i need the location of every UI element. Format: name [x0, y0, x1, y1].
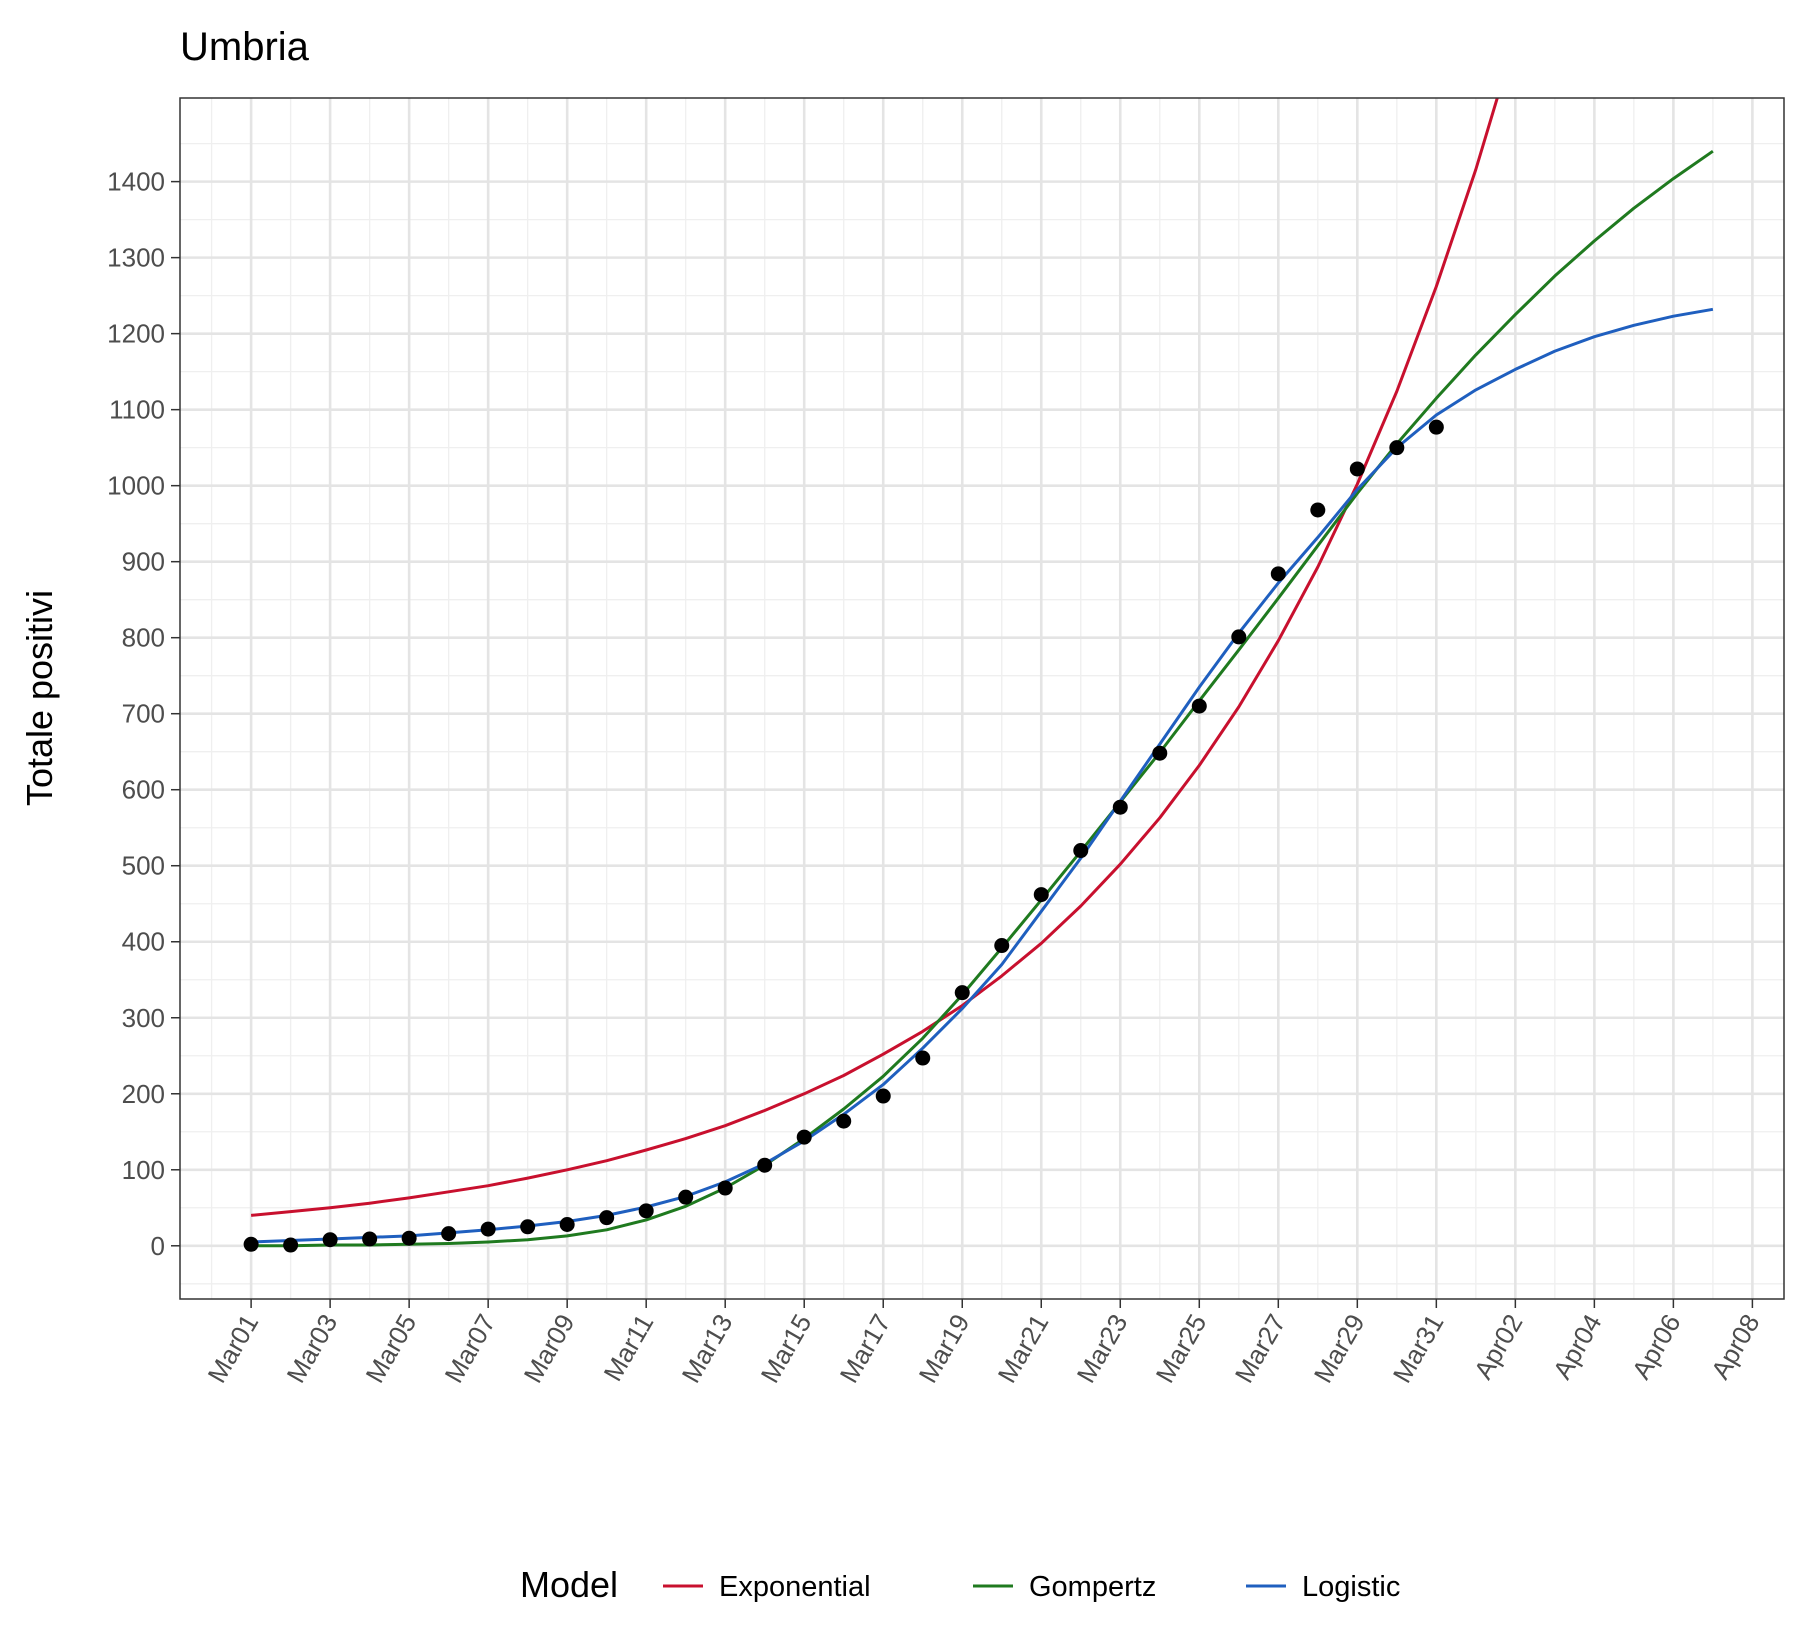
x-tick-label: Apr06	[1626, 1309, 1687, 1384]
chart-title: Umbria	[180, 25, 310, 69]
y-axis: 0 100 200 300 400 500 600 700 800 900 1000 1100 1200…	[107, 167, 180, 1261]
observed-point	[638, 1203, 654, 1219]
y-tick-label: 1400	[107, 167, 165, 197]
observed-point	[1231, 629, 1247, 645]
y-tick-label: 400	[122, 927, 165, 957]
observed-point	[362, 1231, 378, 1247]
observed-point	[1033, 887, 1049, 903]
x-tick-label: Mar05	[360, 1309, 423, 1388]
observed-point	[1073, 843, 1089, 859]
plot-panel-border	[179, 97, 1785, 1300]
legend-label-exponential: Exponential	[719, 1571, 871, 1603]
y-tick-label: 800	[122, 623, 165, 653]
x-tick-label: Mar31	[1387, 1309, 1450, 1388]
x-tick-label: Apr04	[1547, 1309, 1608, 1384]
x-axis: Mar01 Mar03 Mar05 Mar07 Mar09 Mar11 Mar13 Mar15…	[201, 1299, 1766, 1388]
x-tick-label: Mar07	[439, 1309, 502, 1388]
observed-point	[1191, 698, 1207, 714]
observed-point	[401, 1230, 417, 1246]
x-tick-label: Mar01	[201, 1309, 264, 1388]
observed-point	[1270, 566, 1286, 582]
legend-label-gompertz: Gompertz	[1029, 1571, 1156, 1603]
y-tick-label: 600	[122, 775, 165, 805]
y-tick-label: 1300	[107, 243, 165, 273]
observed-points	[243, 419, 1444, 1253]
y-tick-label: 1100	[109, 395, 165, 425]
x-tick-label: Mar19	[913, 1309, 976, 1388]
x-tick-label: Mar09	[518, 1309, 581, 1388]
x-tick-label: Mar11	[598, 1309, 660, 1386]
observed-point	[441, 1226, 457, 1242]
x-tick-label: Mar03	[280, 1309, 343, 1388]
observed-point	[994, 938, 1010, 954]
observed-point	[915, 1050, 931, 1066]
y-tick-label: 500	[122, 851, 165, 881]
y-tick-label: 300	[122, 1003, 165, 1033]
x-tick-label: Apr02	[1468, 1309, 1529, 1384]
legend-label-logistic: Logistic	[1302, 1571, 1400, 1603]
major-gridlines	[180, 98, 1784, 1299]
observed-point	[1428, 419, 1444, 435]
observed-point	[243, 1236, 259, 1252]
x-tick-label: Mar21	[992, 1309, 1055, 1388]
observed-point	[757, 1157, 773, 1173]
observed-point	[796, 1129, 812, 1145]
series-line-gompertz	[251, 149, 1714, 1248]
x-tick-label: Mar27	[1229, 1309, 1292, 1388]
y-tick-label: 200	[122, 1079, 165, 1109]
observed-point	[599, 1210, 615, 1226]
y-tick-label: 900	[122, 547, 165, 577]
observed-point	[836, 1113, 852, 1129]
observed-point	[954, 985, 970, 1001]
y-tick-label: 0	[151, 1231, 165, 1261]
observed-point	[322, 1232, 338, 1248]
observed-point	[1389, 440, 1405, 456]
y-tick-label: 100	[122, 1155, 165, 1185]
x-tick-label: Mar25	[1150, 1309, 1213, 1388]
observed-point	[520, 1219, 536, 1235]
observed-point	[875, 1088, 891, 1104]
x-tick-label: Apr08	[1705, 1309, 1766, 1384]
x-tick-label: Mar29	[1308, 1309, 1371, 1388]
x-tick-label: Mar17	[834, 1309, 897, 1388]
y-axis-label: Totale positivi	[19, 590, 60, 806]
x-tick-label: Mar23	[1071, 1309, 1134, 1388]
observed-point	[1310, 502, 1326, 518]
observed-point	[1152, 745, 1168, 761]
observed-point	[559, 1217, 575, 1233]
y-tick-label: 1000	[107, 471, 165, 501]
x-tick-label: Mar13	[676, 1309, 739, 1388]
legend-title: Model	[520, 1564, 618, 1605]
series-line-exponential	[250, 98, 1499, 1217]
observed-point	[1349, 461, 1365, 477]
observed-point	[717, 1180, 733, 1196]
y-tick-label: 1200	[107, 319, 165, 349]
x-tick-label: Mar15	[755, 1309, 818, 1388]
observed-point	[1112, 799, 1128, 815]
observed-point	[283, 1237, 299, 1253]
legend: Model Exponential Gompertz Logistic	[520, 1564, 1400, 1605]
observed-point	[678, 1189, 694, 1205]
y-tick-label: 700	[122, 699, 165, 729]
series-line-logistic	[251, 307, 1714, 1244]
minor-gridlines	[180, 98, 1784, 1299]
observed-point	[480, 1221, 496, 1237]
